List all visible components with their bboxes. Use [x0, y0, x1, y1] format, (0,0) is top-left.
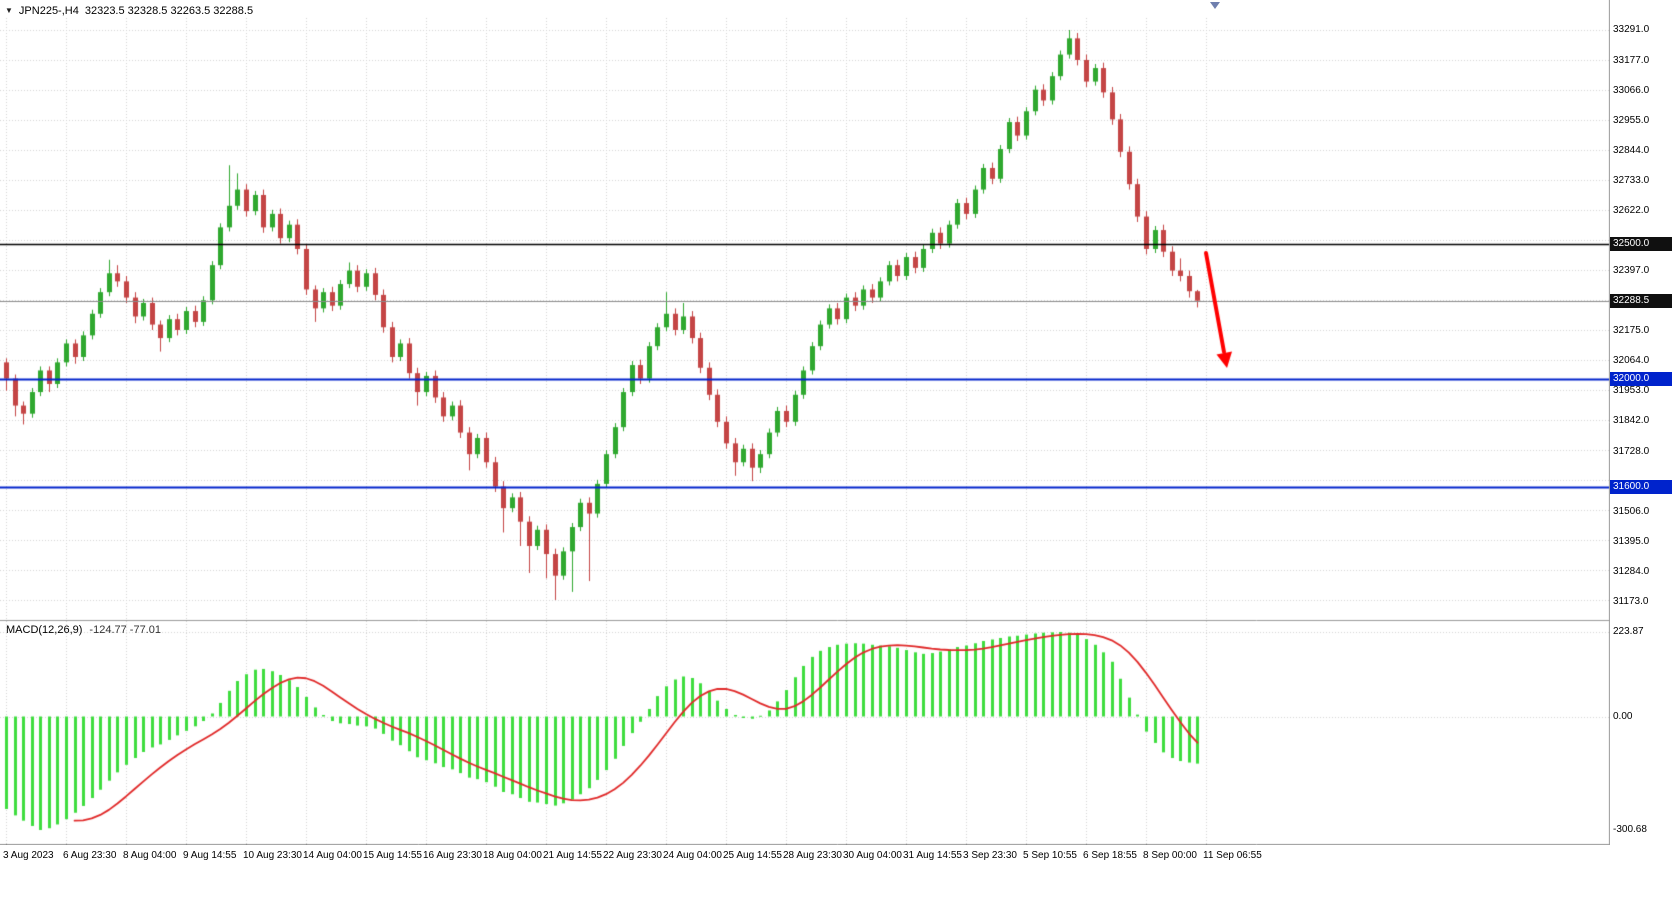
price-tick: 32175.0	[1613, 325, 1650, 337]
price-badge-32500.0: 32500.0	[1610, 236, 1672, 251]
symbol-info-bar: ▼ JPN225-,H4 32323.5 32328.5 32263.5 322…	[5, 4, 253, 18]
time-axis-label: 14 Aug 04:00	[303, 850, 362, 861]
price-tick: 31284.0	[1613, 565, 1650, 577]
time-axis-label: 24 Aug 04:00	[663, 850, 722, 861]
price-tick: 32844.0	[1613, 144, 1650, 156]
price-tick: 32064.0	[1613, 355, 1650, 367]
time-axis-label: 15 Aug 14:55	[363, 850, 422, 861]
time-axis-label: 3 Aug 2023	[3, 850, 54, 861]
time-axis-label: 8 Aug 04:00	[123, 850, 177, 861]
time-axis-label: 9 Aug 14:55	[183, 850, 237, 861]
price-badge-32000.0: 32000.0	[1610, 371, 1672, 386]
indicator-name: MACD(12,26,9)	[6, 624, 83, 636]
symbol-dropdown-icon[interactable]: ▼	[5, 6, 13, 15]
macd-scale-zero: 0.00	[1613, 710, 1633, 722]
indicator-values: -124.77 -77.01	[89, 624, 161, 636]
price-tick: 31728.0	[1613, 446, 1650, 457]
time-axis-label: 8 Sep 00:00	[1143, 850, 1197, 861]
time-axis-label: 25 Aug 14:55	[723, 850, 782, 861]
price-tick: 32397.0	[1613, 265, 1650, 277]
price-tick: 31842.0	[1613, 415, 1650, 427]
symbol-period-label: JPN225-,H4	[18, 5, 79, 17]
chart-shift-marker-icon[interactable]	[1210, 2, 1220, 9]
time-axis-label: 30 Aug 04:00	[843, 850, 902, 861]
time-axis-label: 28 Aug 23:30	[783, 850, 842, 861]
indicator-label: MACD(12,26,9) -124.77 -77.01	[6, 624, 161, 636]
time-axis-label: 21 Aug 14:55	[543, 850, 602, 861]
time-axis-label: 31 Aug 14:55	[903, 850, 962, 861]
price-tick: 31173.0	[1613, 595, 1649, 607]
price-tick: 31395.0	[1613, 535, 1650, 547]
time-axis-label: 10 Aug 23:30	[243, 850, 302, 861]
price-tick: 33066.0	[1613, 84, 1650, 96]
time-axis-label: 3 Sep 23:30	[963, 850, 1017, 861]
time-axis-label: 22 Aug 23:30	[603, 850, 662, 861]
macd-scale-max: 223.87	[1613, 626, 1644, 637]
price-tick: 32733.0	[1613, 174, 1650, 186]
price-axis[interactable]: 33291.0 33177.0 33066.0 32955.0 32844.0 32733…	[1610, 0, 1675, 845]
price-tick: 31506.0	[1613, 505, 1650, 517]
price-tick: 31953.0	[1613, 385, 1650, 397]
time-axis-label: 11 Sep 06:55	[1203, 850, 1262, 861]
ohlc-values: 32323.5 32328.5 32263.5 32288.5	[84, 5, 254, 17]
time-axis-label: 6 Sep 18:55	[1083, 850, 1137, 861]
time-axis-label: 5 Sep 10:55	[1023, 850, 1077, 861]
price-badge-31600.0: 31600.0	[1610, 479, 1672, 494]
time-axis-label: 18 Aug 04:00	[483, 850, 542, 861]
price-tick: 32622.0	[1613, 204, 1650, 216]
price-badge-32288.5: 32288.5	[1610, 293, 1672, 308]
price-tick: 33177.0	[1613, 54, 1650, 66]
time-axis[interactable]: 3 Aug 2023 6 Aug 23:30 8 Aug 04:00 9 Aug 14…	[0, 845, 1675, 900]
time-axis-label: 16 Aug 23:30	[423, 850, 482, 861]
time-axis-label: 6 Aug 23:30	[63, 850, 117, 861]
macd-scale-min: -300.68	[1613, 823, 1647, 835]
price-tick: 32955.0	[1613, 114, 1650, 126]
price-tick: 33291.0	[1613, 24, 1650, 35]
